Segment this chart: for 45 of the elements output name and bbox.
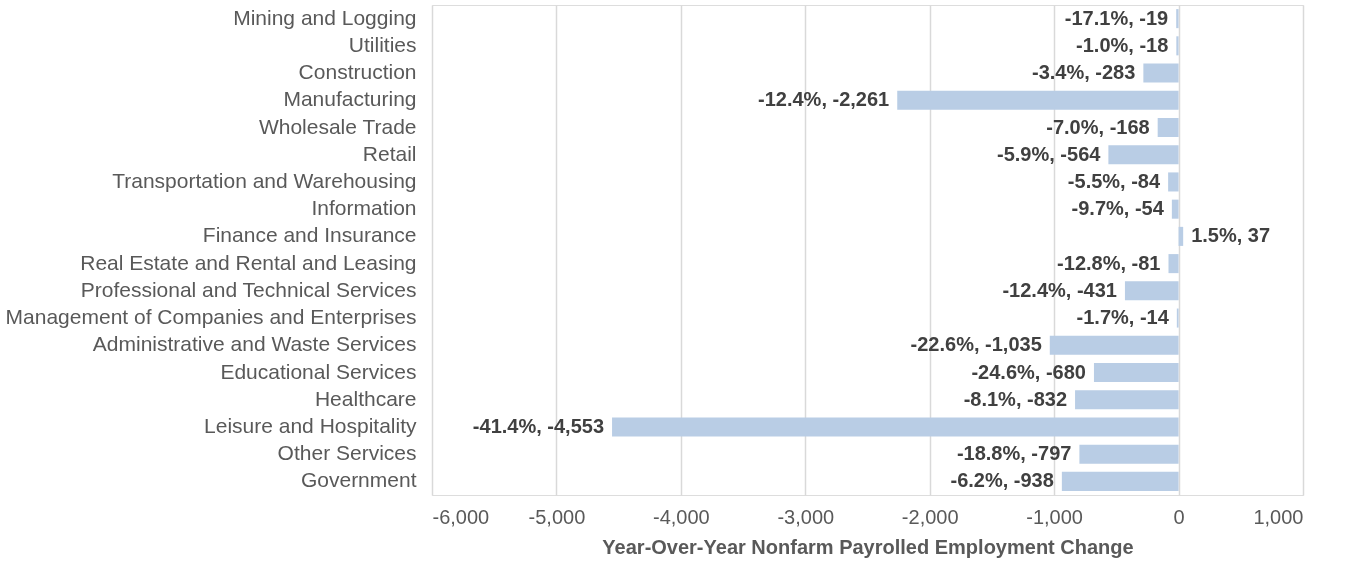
- x-tick-label: 0: [1173, 505, 1185, 528]
- data-label: -24.6%, -680: [971, 360, 1086, 383]
- data-label: -7.0%, -168: [1046, 115, 1150, 138]
- data-label: -5.9%, -564: [997, 142, 1102, 165]
- x-tick-label: -5,000: [528, 505, 586, 528]
- y-tick-label: Information: [311, 196, 417, 220]
- y-tick-label: Construction: [298, 60, 417, 84]
- y-tick-label: Mining and Logging: [233, 5, 417, 29]
- x-tick-label: -2,000: [901, 505, 959, 528]
- y-tick-label: Government: [300, 468, 417, 492]
- y-tick-label: Transportation and Warehousing: [112, 168, 417, 192]
- data-label: -12.4%, -2,261: [758, 88, 890, 111]
- data-label: -5.5%, -84: [1067, 169, 1161, 192]
- y-tick-label: Educational Services: [220, 359, 417, 383]
- y-tick-label: Finance and Insurance: [202, 223, 417, 247]
- data-label: -17.1%, -19: [1064, 6, 1169, 29]
- y-tick-label: Healthcare: [314, 386, 417, 410]
- y-tick-label: Administrative and Waste Services: [92, 332, 417, 356]
- data-label: -41.4%, -4,553: [472, 414, 605, 437]
- x-tick-label: -3,000: [777, 505, 835, 528]
- data-label: -9.7%, -54: [1071, 197, 1165, 220]
- data-label: -12.4%, -431: [1002, 278, 1117, 301]
- data-label: -1.7%, -14: [1076, 306, 1170, 329]
- y-tick-label: Other Services: [277, 441, 417, 465]
- data-label: 1.5%, 37: [1191, 224, 1271, 247]
- y-tick-label: Utilities: [348, 32, 417, 56]
- x-tick-label: -1,000: [1026, 505, 1083, 528]
- data-label: -1.0%, -18: [1076, 33, 1169, 56]
- y-tick-label: Retail: [362, 141, 417, 165]
- data-label: -3.4%, -283: [1031, 61, 1136, 84]
- data-label: -6.2%, -938: [950, 469, 1054, 492]
- y-tick-label: Leisure and Hospitality: [204, 413, 417, 437]
- data-label: -12.8%, -81: [1057, 251, 1161, 274]
- y-tick-label: Professional and Technical Services: [80, 277, 417, 301]
- x-tick-label: -4,000: [653, 505, 710, 528]
- x-tick-label: -6,000: [432, 505, 490, 528]
- y-tick-label: Manufacturing: [283, 87, 417, 111]
- x-axis-title: Year-Over-Year Nonfarm Payrolled Employment Change: [602, 535, 1134, 558]
- y-tick-label: Real Estate and Rental and Leasing: [80, 250, 417, 274]
- data-label: -8.1%, -832: [963, 387, 1068, 410]
- x-tick-label: 1,000: [1253, 505, 1304, 528]
- y-tick-label: Management of Companies and Enterprises: [5, 305, 417, 329]
- data-label: -18.8%, -797: [956, 442, 1072, 465]
- data-label: -22.6%, -1,035: [910, 333, 1042, 356]
- y-tick-label: Wholesale Trade: [258, 114, 417, 138]
